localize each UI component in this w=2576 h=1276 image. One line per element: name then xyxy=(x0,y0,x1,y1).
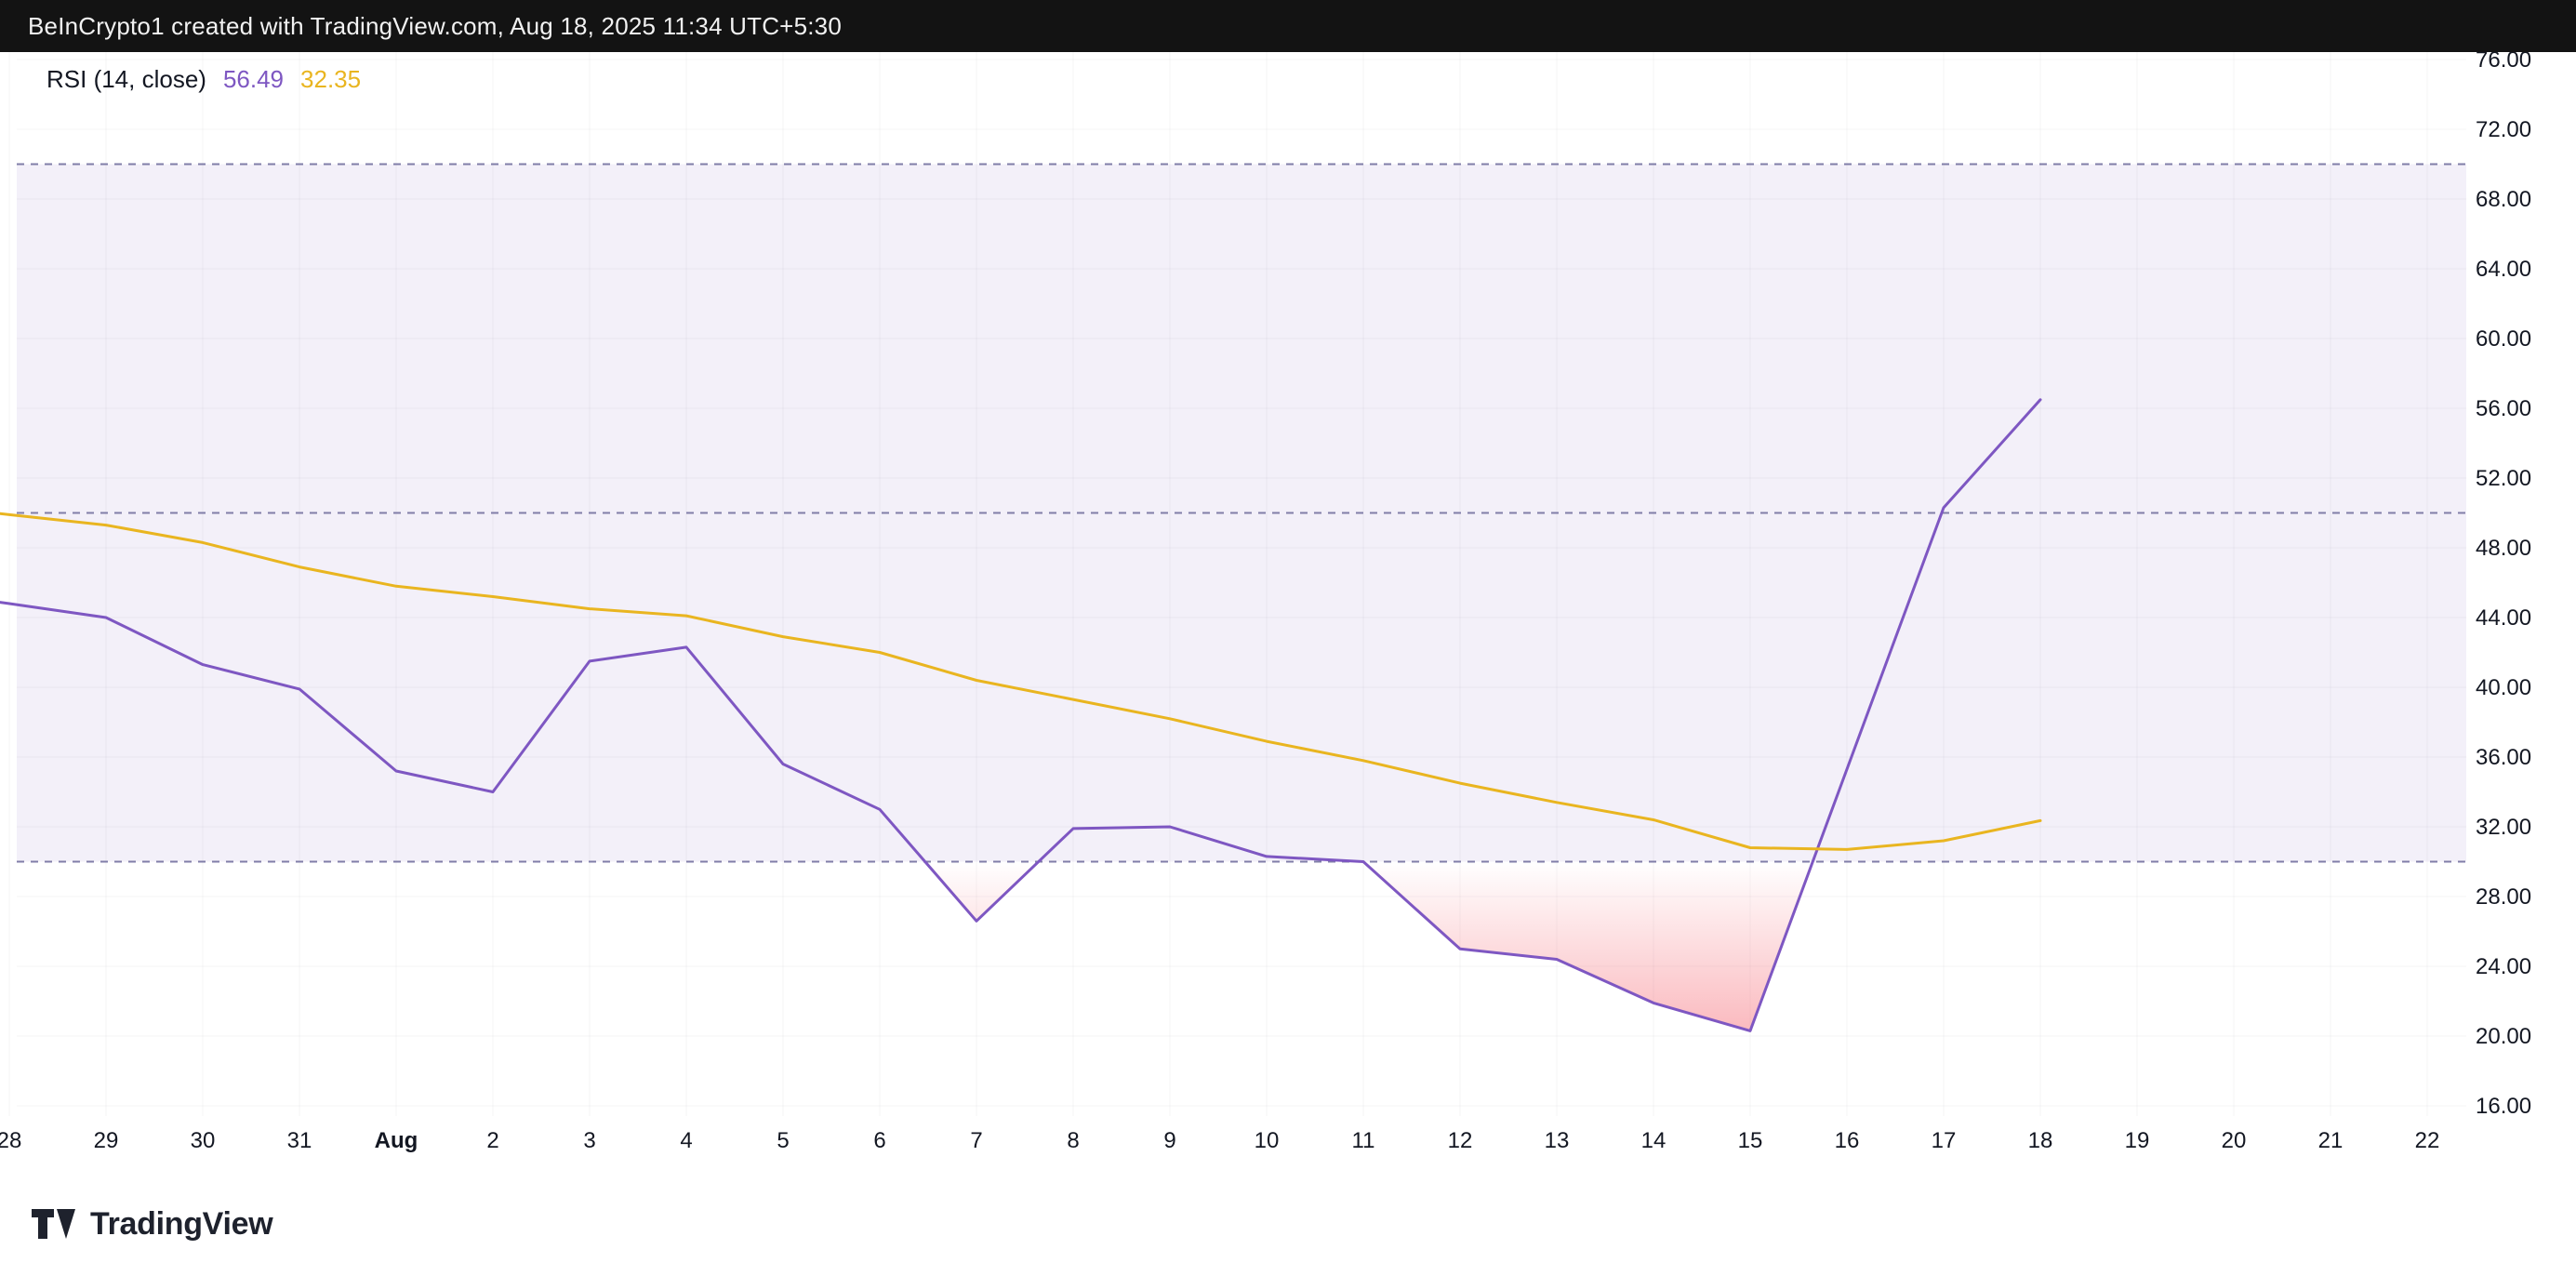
y-axis-label: 52.00 xyxy=(2476,466,2531,491)
x-axis-label: 4 xyxy=(680,1128,692,1153)
oversold-fill xyxy=(924,861,1039,922)
x-axis-label: 17 xyxy=(1932,1128,1957,1153)
rsi-ma-line xyxy=(0,512,2042,851)
tradingview-logo-icon[interactable] xyxy=(32,1209,75,1239)
x-axis-label: 10 xyxy=(1255,1128,1280,1153)
x-axis-label: 13 xyxy=(1545,1128,1570,1153)
x-axis-label: 7 xyxy=(970,1128,982,1153)
x-axis-label: 16 xyxy=(1835,1128,1860,1153)
y-axis-label: 72.00 xyxy=(2476,117,2531,142)
x-axis-label: 31 xyxy=(287,1128,312,1153)
tradingview-wordmark[interactable]: TradingView xyxy=(90,1205,273,1242)
y-axis-label: 44.00 xyxy=(2476,605,2531,631)
ma-value: 32.35 xyxy=(300,65,362,93)
y-axis-label: 28.00 xyxy=(2476,884,2531,910)
rsi-value: 56.49 xyxy=(222,65,285,93)
y-axis-label: 76.00 xyxy=(2476,52,2531,73)
x-axis-label: 3 xyxy=(583,1128,595,1153)
y-axis-label: 40.00 xyxy=(2476,675,2531,700)
x-axis-label: 6 xyxy=(873,1128,885,1153)
x-axis-label: 12 xyxy=(1448,1128,1473,1153)
y-axis-label: 24.00 xyxy=(2476,954,2531,979)
x-axis-label: 5 xyxy=(777,1128,789,1153)
x-axis-label: 15 xyxy=(1738,1128,1763,1153)
y-axis-label: 16.00 xyxy=(2476,1094,2531,1119)
chart-header-title: BeInCrypto1 created with TradingView.com… xyxy=(28,11,842,40)
y-axis-label: 56.00 xyxy=(2476,396,2531,421)
y-axis-label: 64.00 xyxy=(2476,257,2531,282)
x-axis-label: 30 xyxy=(191,1128,216,1153)
y-axis-label: 36.00 xyxy=(2476,745,2531,770)
oversold-fill xyxy=(1363,861,1813,1031)
rsi-chart-canvas[interactable]: 76.00 72.00 68.00 64.00 60.00 56.00 52.00 48.00… xyxy=(0,52,2576,1172)
x-axis-label: 18 xyxy=(2028,1128,2053,1153)
indicator-title[interactable]: RSI (14, close) xyxy=(46,65,206,93)
y-axis-label: 48.00 xyxy=(2476,536,2531,561)
x-axis-label: 22 xyxy=(2415,1128,2440,1153)
x-axis-label: 28 xyxy=(0,1128,21,1153)
x-axis-label: 19 xyxy=(2125,1128,2150,1153)
x-axis-label: 29 xyxy=(94,1128,119,1153)
chart-header: BeInCrypto1 created with TradingView.com… xyxy=(0,0,2576,52)
indicator-legend: RSI (14, close) 56.49 32.35 xyxy=(46,65,361,94)
x-axis-label: 21 xyxy=(2318,1128,2344,1153)
x-axis-label: 9 xyxy=(1163,1128,1175,1153)
y-axis-label: 60.00 xyxy=(2476,326,2531,352)
x-axis-label: 11 xyxy=(1352,1128,1375,1153)
rsi-line xyxy=(0,398,2042,1032)
y-axis-label: 20.00 xyxy=(2476,1024,2531,1049)
y-axis-label: 68.00 xyxy=(2476,187,2531,212)
x-axis-label: 14 xyxy=(1641,1128,1666,1153)
x-axis-label: 2 xyxy=(486,1128,498,1153)
footer-brand-bar: TradingView xyxy=(0,1172,2576,1276)
x-axis-label: 8 xyxy=(1067,1128,1079,1153)
x-axis-label: Aug xyxy=(375,1128,418,1153)
y-axis-label: 32.00 xyxy=(2476,815,2531,840)
x-axis-label: 20 xyxy=(2222,1128,2247,1153)
